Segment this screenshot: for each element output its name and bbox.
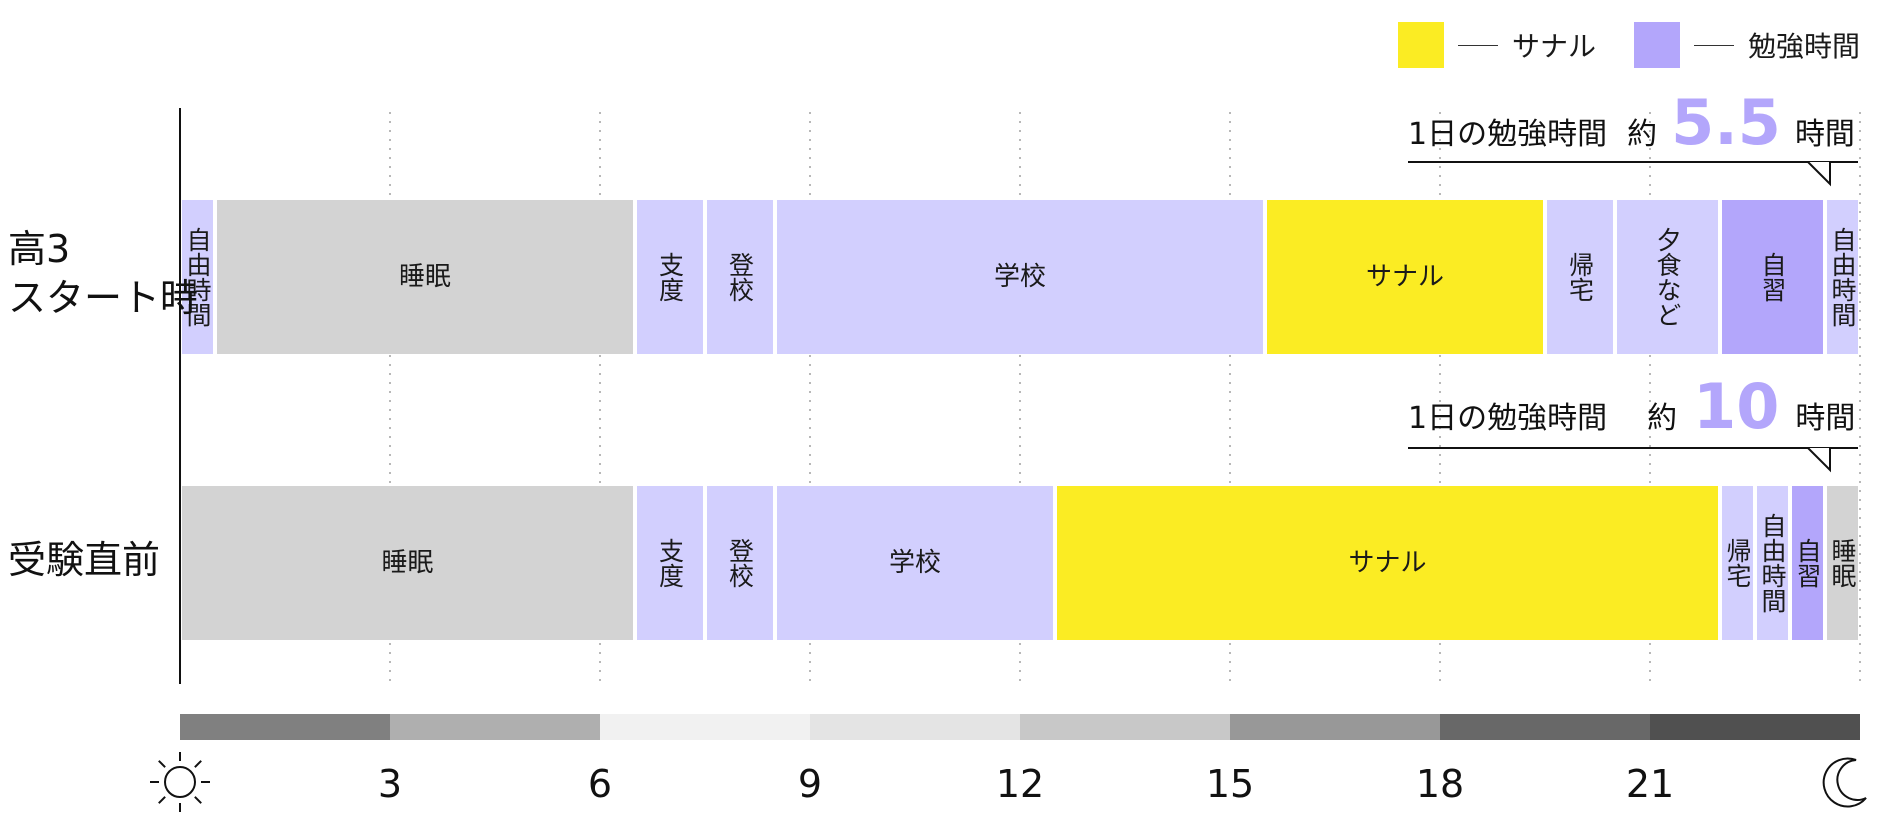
row-label: 受験直前 [8,538,161,582]
segment-bar [1722,200,1823,354]
segment-label: 睡眠 [381,548,434,578]
segment-label: 自由時間 [183,227,212,327]
x-tick-label: 3 [377,762,403,806]
segment-bar [1057,486,1718,640]
segment-bar [1757,486,1788,640]
segment-label: 登校 [725,538,755,588]
callout-value: 10 [1693,370,1780,443]
time-band-block [1230,714,1440,740]
callout-approx: 約 [1647,401,1678,436]
segment-bar [1617,200,1718,354]
segment-label: 自由時間 [1828,227,1857,327]
segment-bar [1827,486,1858,640]
time-band-block [1020,714,1230,740]
callout-notch [1807,161,1831,187]
segment-bar [637,200,703,354]
segment-label: 帰宅 [1723,538,1752,588]
legend-label-study: 勉強時間 [1748,30,1861,63]
segment-label: 支度 [655,538,685,588]
segment-bar [217,200,633,354]
sun-icon [150,752,210,812]
segment-bar [777,200,1263,354]
segment-label: 夕食など [1653,227,1682,327]
legend-item-study: 勉強時間 [1634,22,1860,68]
segment-label: 睡眠 [398,262,451,292]
segment-label: 学校 [888,548,941,578]
legend-dash [1458,44,1498,46]
callout-suffix: 時間 [1795,401,1856,436]
segment-label: サナル [1365,262,1444,292]
x-tick-label: 6 [587,762,613,806]
x-tick-label: 15 [1205,762,1255,806]
moon-icon [1822,757,1867,808]
time-band-block [600,714,810,740]
segment-bar [1792,486,1823,640]
callout-prefix: 1日の勉強時間 [1408,117,1608,152]
time-band-block [1440,714,1650,740]
segment-label: 帰宅 [1565,252,1595,302]
callout-notch [1807,447,1831,473]
segment-bar [1722,486,1753,640]
legend-label-sanaru: サナル [1512,30,1597,63]
segment-label: 自習 [1793,538,1822,588]
time-band-block [180,714,390,740]
segment-label: 支度 [655,252,685,302]
segment-label: 自由時間 [1758,513,1787,613]
legend-dash [1694,44,1735,46]
callout-value: 5.5 [1671,86,1781,159]
callout-prefix: 1日の勉強時間 [1408,401,1608,436]
callout-suffix: 時間 [1794,117,1855,152]
x-tick-label: 12 [995,762,1045,806]
segment-bar [1267,200,1543,354]
segment-bar [707,486,773,640]
study-callout-row2: 1日の勉強時間 約 10 時間 [1408,376,1855,438]
segment-bar [777,486,1053,640]
segment-label: 学校 [993,262,1046,292]
x-tick-label: 21 [1625,762,1675,806]
segment-label: 睡眠 [1828,538,1857,588]
segment-bar [707,200,773,354]
segment-label: 登校 [725,252,755,302]
study-callout-row1: 1日の勉強時間 約 5.5 時間 [1408,92,1855,154]
segment-bar [1547,200,1613,354]
segment-bar [1827,200,1858,354]
time-band-block [1650,714,1860,740]
segment-bar [182,200,213,354]
row-label: 高3 スタート時 [8,227,199,321]
callout-approx: 約 [1627,117,1658,152]
segment-label: 自習 [1758,252,1787,302]
time-band-block [810,714,1020,740]
x-tick-label: 18 [1415,762,1465,806]
time-band-block [390,714,600,740]
segment-bar [637,486,703,640]
segment-bar [182,486,633,640]
legend-swatch-study [1634,22,1681,68]
legend-swatch-sanaru [1398,22,1444,68]
x-tick-label: 9 [797,762,823,806]
legend: サナル 勉強時間 [1398,22,1860,68]
segment-label: サナル [1348,548,1427,578]
legend-item-sanaru: サナル [1398,22,1596,68]
